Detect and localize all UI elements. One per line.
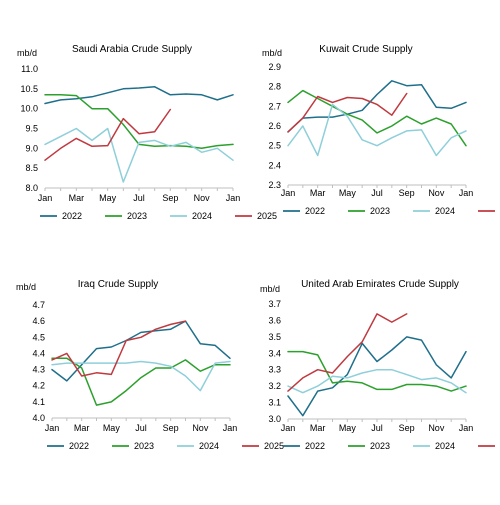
series-line-2025 — [287, 313, 408, 392]
y-tick-label: 4.3 — [32, 365, 45, 375]
series-line-2023 — [51, 357, 231, 406]
series-line-2025 — [44, 108, 172, 161]
y-axis-unit-label: mb/d — [262, 48, 282, 58]
y-axis-unit-label: mb/d — [260, 284, 280, 294]
x-tick-label: May — [339, 188, 357, 198]
x-tick-label: Nov — [428, 188, 445, 198]
series-line-2022 — [287, 80, 467, 133]
series-line-2024 — [287, 103, 467, 157]
y-tick-label: 8.5 — [25, 163, 38, 173]
x-tick-label: Jan — [226, 193, 241, 203]
x-tick-label: Jul — [133, 193, 145, 203]
x-tick-label: Nov — [194, 193, 211, 203]
y-tick-label: 2.9 — [268, 62, 281, 72]
x-tick-label: Sep — [399, 188, 415, 198]
x-tick-label: Jan — [281, 188, 296, 198]
x-tick-label: Mar — [310, 423, 326, 433]
x-tick-label: Jul — [135, 423, 147, 433]
series-line-2022 — [51, 320, 231, 382]
chart-title: Saudi Arabia Crude Supply — [72, 44, 192, 55]
y-tick-label: 4.1 — [32, 397, 45, 407]
chart-title: Kuwait Crude Supply — [319, 44, 412, 55]
x-tick-label: Sep — [163, 423, 179, 433]
x-tick-label: May — [103, 423, 121, 433]
y-tick-label: 2.8 — [268, 82, 281, 92]
y-tick-label: 3.2 — [268, 381, 281, 391]
series-line-2025 — [287, 92, 408, 133]
y-tick-label: 4.6 — [32, 316, 45, 326]
x-tick-label: Mar — [69, 193, 85, 203]
series-line-2024 — [44, 127, 234, 183]
y-tick-label: 10.0 — [20, 104, 38, 114]
chart-title: Iraq Crude Supply — [78, 279, 159, 290]
y-tick-label: 3.7 — [268, 299, 281, 309]
x-tick-label: Nov — [192, 423, 209, 433]
y-tick-label: 2.3 — [268, 180, 281, 190]
y-tick-label: 4.7 — [32, 300, 45, 310]
y-axis-unit-label: mb/d — [16, 282, 36, 292]
x-tick-label: Jan — [45, 423, 60, 433]
series-line-2023 — [287, 89, 467, 147]
legend-label: 2024 — [435, 206, 455, 216]
x-tick-label: May — [99, 193, 117, 203]
y-tick-label: 3.1 — [268, 398, 281, 408]
chart-title: United Arab Emirates Crude Supply — [301, 279, 459, 290]
x-tick-label: Sep — [399, 423, 415, 433]
y-tick-label: 4.2 — [32, 381, 45, 391]
legend-label: 2023 — [370, 206, 390, 216]
x-tick-label: Mar — [74, 423, 90, 433]
y-tick-label: 3.4 — [268, 348, 281, 358]
y-tick-label: 2.6 — [268, 121, 281, 131]
series-line-2025 — [51, 320, 187, 377]
x-tick-label: Jul — [371, 188, 383, 198]
y-tick-label: 9.5 — [25, 124, 38, 134]
y-tick-label: 3.5 — [268, 332, 281, 342]
x-tick-label: Jan — [459, 188, 474, 198]
y-tick-label: 11.0 — [21, 64, 38, 74]
y-tick-label: 3.3 — [268, 365, 281, 375]
legend-label: 2025 — [264, 441, 284, 451]
y-tick-label: 4.5 — [32, 332, 45, 342]
legend-label: 2023 — [370, 441, 390, 451]
legend-label: 2024 — [435, 441, 455, 451]
y-tick-label: 10.5 — [20, 84, 38, 94]
x-tick-label: Jan — [459, 423, 474, 433]
series-line-2024 — [287, 368, 467, 394]
x-tick-label: Sep — [162, 193, 178, 203]
x-tick-label: Jan — [223, 423, 238, 433]
legend-label: 2023 — [134, 441, 154, 451]
y-tick-label: 8.0 — [25, 183, 38, 193]
y-tick-label: 2.7 — [268, 101, 281, 111]
legend-label: 2022 — [69, 441, 89, 451]
series-line-2023 — [287, 350, 467, 392]
series-line-2022 — [287, 336, 467, 417]
x-tick-label: May — [339, 423, 357, 433]
x-tick-label: Nov — [428, 423, 445, 433]
legend-label: 2023 — [127, 211, 147, 221]
x-tick-label: Mar — [310, 188, 326, 198]
y-tick-label: 3.0 — [268, 414, 281, 424]
y-tick-label: 2.5 — [268, 141, 281, 151]
series-line-2024 — [51, 360, 231, 392]
x-tick-label: Jul — [371, 423, 383, 433]
x-tick-label: Jan — [281, 423, 296, 433]
y-tick-label: 2.4 — [268, 160, 281, 170]
legend-label: 2022 — [62, 211, 82, 221]
y-tick-label: 4.4 — [32, 348, 45, 358]
y-tick-label: 3.6 — [268, 315, 281, 325]
legend-label: 2025 — [257, 211, 277, 221]
legend-label: 2022 — [305, 441, 325, 451]
legend-label: 2024 — [199, 441, 219, 451]
x-tick-label: Jan — [38, 193, 53, 203]
series-line-2022 — [44, 86, 234, 105]
legend-label: 2024 — [192, 211, 212, 221]
y-axis-unit-label: mb/d — [17, 48, 37, 58]
y-tick-label: 4.0 — [32, 413, 45, 423]
y-tick-label: 9.0 — [25, 143, 38, 153]
legend-label: 2022 — [305, 206, 325, 216]
